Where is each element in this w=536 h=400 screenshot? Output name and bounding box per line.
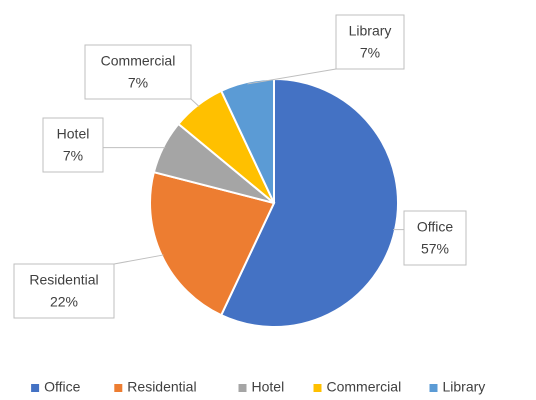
leader-line <box>247 68 337 85</box>
legend-label: Hotel <box>252 379 285 395</box>
label-box <box>335 14 405 70</box>
legend-swatch <box>238 384 247 392</box>
legend-label: Residential <box>127 379 196 395</box>
pie <box>149 77 399 328</box>
legend-label: Office <box>44 379 81 395</box>
legend-label: Commercial <box>327 379 402 395</box>
legend-swatch <box>31 384 40 392</box>
data-label-value: 7% <box>128 75 148 91</box>
leaders <box>103 68 404 265</box>
data-label-name: Office <box>417 219 454 235</box>
data-label-value: 57% <box>421 241 449 257</box>
label-box <box>42 117 104 173</box>
leader-line <box>113 254 164 265</box>
data-label-name: Residential <box>29 272 98 288</box>
legend: Office Residential Hotel Commercial Library <box>31 379 485 395</box>
data-labels: Office 57% Residential 22% Hotel 7% Commercial… <box>13 14 467 319</box>
legend-swatch <box>114 384 123 392</box>
data-label-value: 7% <box>360 45 380 61</box>
leader-line <box>190 98 200 107</box>
data-label-name: Commercial <box>101 53 176 69</box>
data-label-value: 22% <box>50 294 78 310</box>
label-box <box>84 44 192 100</box>
legend-swatch <box>313 384 322 392</box>
legend-label: Library <box>443 379 486 395</box>
data-label-name: Hotel <box>57 126 90 142</box>
data-label-value: 7% <box>63 148 83 164</box>
label-box <box>13 263 115 319</box>
data-label-name: Library <box>349 23 392 39</box>
legend-swatch <box>429 384 438 392</box>
label-box <box>403 210 467 266</box>
